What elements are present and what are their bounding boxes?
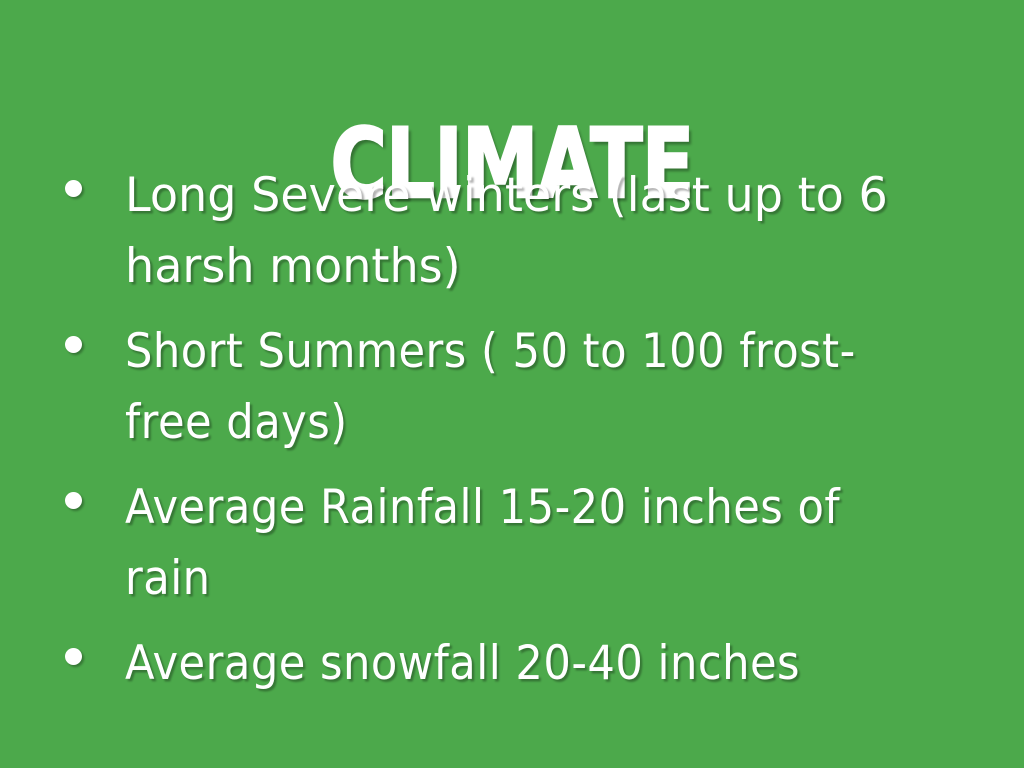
list-item: Short Summers ( 50 to 100 frost-free day… bbox=[0, 316, 1024, 458]
bullet-dot-icon bbox=[65, 648, 82, 665]
bullet-dot-icon bbox=[65, 336, 82, 353]
slide-title: CLIMATE bbox=[329, 108, 695, 221]
bullet-text: Average Rainfall 15-20 inches of rain bbox=[125, 480, 841, 606]
bullet-text: Short Summers ( 50 to 100 frost-free day… bbox=[125, 324, 856, 450]
bullet-text: Average snowfall 20-40 inches bbox=[125, 636, 801, 691]
bullet-dot-icon bbox=[65, 180, 82, 197]
list-item: Average Rainfall 15-20 inches of rain bbox=[0, 472, 1024, 614]
bullet-dot-icon bbox=[65, 492, 82, 509]
bullet-list: Long Severe winters (last up to 6 harsh … bbox=[0, 160, 1024, 713]
list-item: Long Severe winters (last up to 6 harsh … bbox=[0, 160, 1024, 302]
bullet-text: Long Severe winters (last up to 6 harsh … bbox=[125, 168, 888, 294]
list-item: Average snowfall 20-40 inches bbox=[0, 628, 1024, 699]
